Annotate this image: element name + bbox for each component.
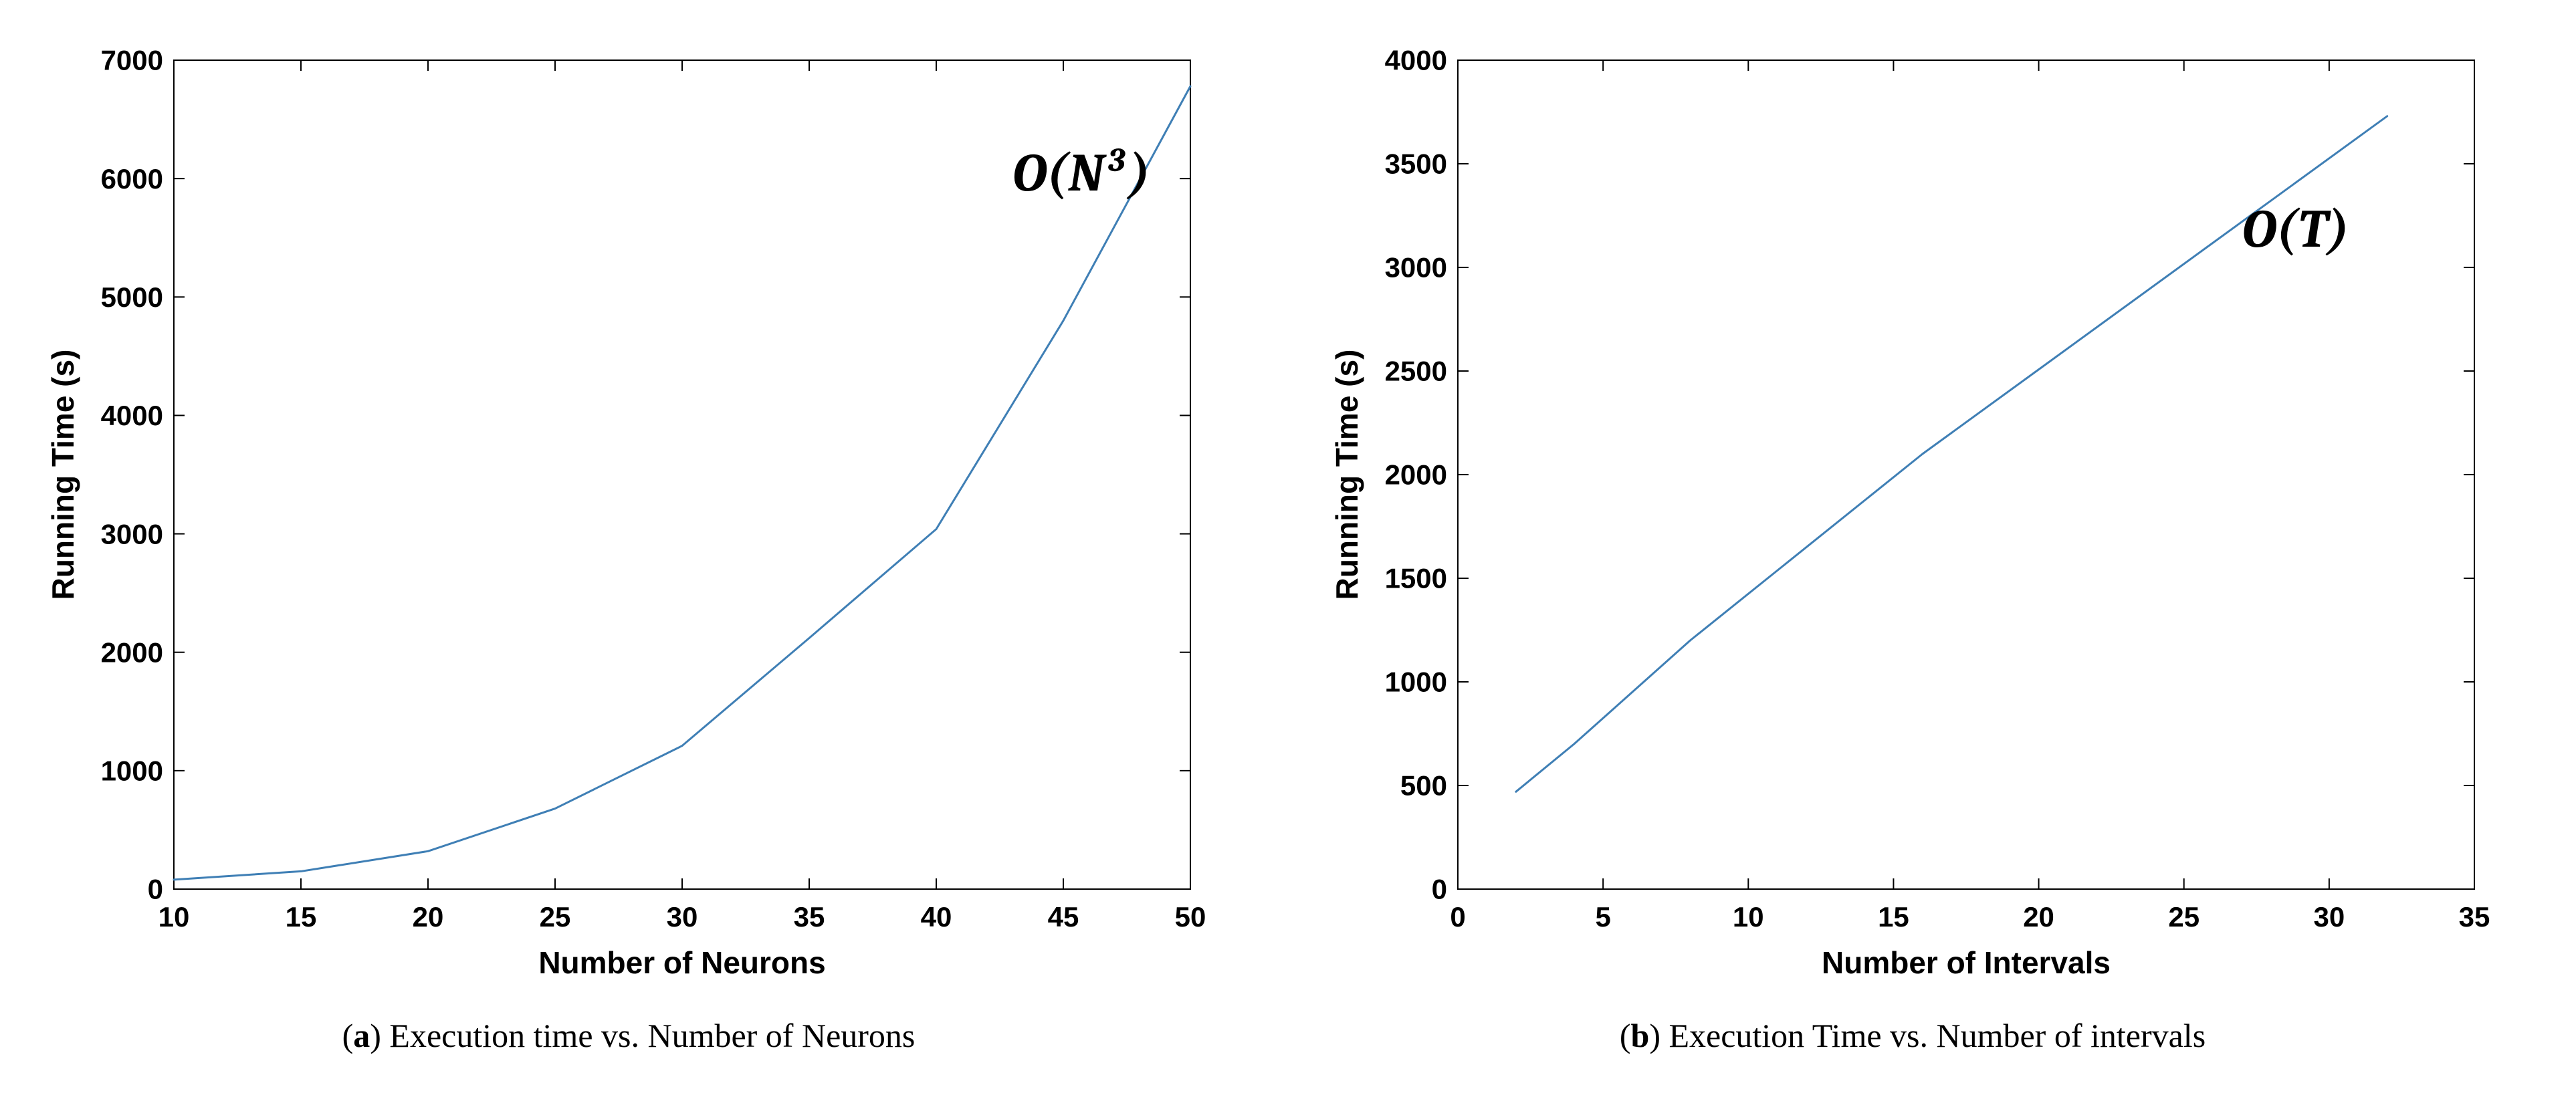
- y-tick-label: 7000: [101, 45, 163, 76]
- y-tick-label: 1000: [1385, 666, 1447, 698]
- y-tick-label: 1500: [1385, 563, 1447, 594]
- x-tick-label: 10: [158, 901, 190, 933]
- y-tick-label: 500: [1400, 770, 1447, 802]
- x-tick-label: 25: [2168, 901, 2199, 933]
- y-tick-label: 0: [148, 874, 163, 905]
- x-axis-label: Number of Neurons: [538, 945, 825, 980]
- x-tick-label: 20: [2023, 901, 2054, 933]
- figure-row: 1015202530354045500100020003000400050006…: [0, 0, 2576, 1097]
- panel-a: 10 15 20 25 30 35 40 45 50 0 1000 2000 3000 4000 5000 6…: [27, 13, 1230, 1055]
- plot-box: [1458, 60, 2474, 889]
- y-tick-label: 0: [1432, 874, 1447, 905]
- y-tick-label: 5000: [101, 281, 163, 313]
- y-axis-label: Running Time (s): [1329, 350, 1364, 600]
- x-tick-label: 35: [2459, 901, 2490, 933]
- x-tick-label: 20: [413, 901, 444, 933]
- x-tick-label: 30: [2313, 901, 2345, 933]
- complexity-annotation: O(N3): [1012, 141, 1150, 204]
- y-tick-label: 4000: [1385, 45, 1447, 76]
- y-tick-label: 2000: [1385, 459, 1447, 491]
- complexity-annotation: O(T): [2242, 199, 2350, 260]
- x-tick-label: 35: [794, 901, 825, 933]
- chart: 10 15 20 25 30 35 40 45 50 0 1000 2000 3000 4000 5000 6…: [27, 13, 1230, 1003]
- x-tick-label: 40: [921, 901, 952, 933]
- data-line: [174, 86, 1190, 880]
- x-tick-label: 15: [286, 901, 317, 933]
- x-tick-label: 10: [1733, 901, 1764, 933]
- x-tick-label: 45: [1048, 901, 1079, 933]
- panel-caption: (b) Execution Time vs. Number of interva…: [1620, 1016, 2206, 1055]
- y-tick-label: 4000: [101, 400, 163, 431]
- y-tick-label: 1000: [101, 755, 163, 787]
- x-axis-label: Number of Intervals: [1822, 945, 2111, 980]
- x-tick-label: 15: [1878, 901, 1909, 933]
- panel-b: 0 5 10 15 20 25 30 35 0 500 1000 1500 2000 2500 3000 35…: [1311, 13, 2514, 1055]
- y-tick-label: 3500: [1385, 148, 1447, 180]
- y-tick-label: 3000: [1385, 252, 1447, 283]
- y-tick-label: 3000: [101, 518, 163, 550]
- x-tick-label: 5: [1595, 901, 1610, 933]
- x-tick-label: 25: [540, 901, 571, 933]
- y-tick-label: 2500: [1385, 356, 1447, 387]
- y-axis-label: Running Time (s): [45, 350, 80, 600]
- panel-caption: (a) Execution time vs. Number of Neurons: [342, 1016, 916, 1055]
- x-tick-label: 30: [667, 901, 698, 933]
- y-tick-label: 6000: [101, 163, 163, 195]
- y-tick-label: 2000: [101, 636, 163, 668]
- x-tick-label: 50: [1175, 901, 1206, 933]
- chart: 0 5 10 15 20 25 30 35 0 500 1000 1500 2000 2500 3000 35…: [1311, 13, 2514, 1003]
- x-tick-label: 0: [1450, 901, 1465, 933]
